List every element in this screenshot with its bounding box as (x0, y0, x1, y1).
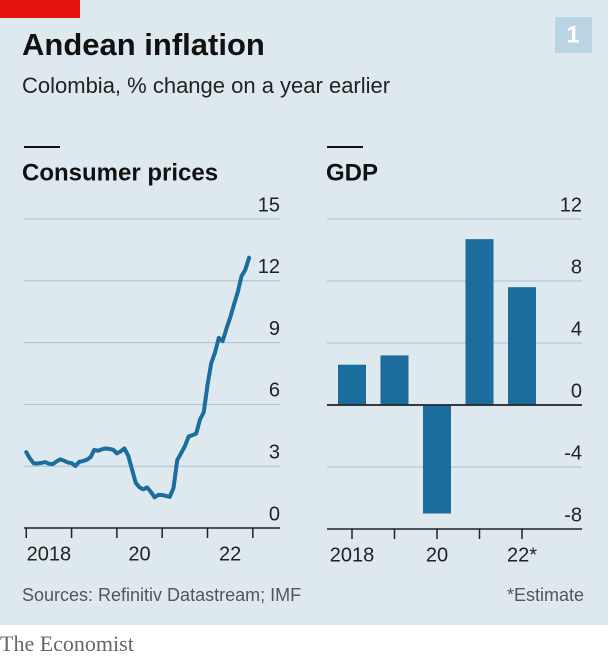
y-tick-label: -4 (564, 442, 582, 464)
bar (338, 364, 366, 405)
chart-title: Andean inflation (22, 27, 265, 62)
y-tick-label: 3 (269, 441, 280, 463)
y-tick-label: 8 (571, 256, 582, 278)
line (24, 255, 252, 500)
badge-box (555, 17, 592, 53)
x-tick-label: 20 (128, 543, 150, 565)
bar (423, 405, 451, 514)
brand: The Economist (0, 631, 134, 656)
red-tag (0, 0, 80, 18)
background (0, 0, 608, 625)
y-tick-label: -8 (564, 504, 582, 526)
source: Sources: Refinitiv Datastream; IMF (22, 585, 301, 605)
bar (508, 287, 536, 405)
y-tick-label: 9 (269, 318, 280, 340)
y-tick-label: 0 (269, 503, 280, 525)
panel-title: Consumer prices (22, 159, 218, 186)
x-tick-label: 2018 (27, 543, 72, 565)
x-tick-label: 22* (507, 544, 537, 566)
y-tick-label: 12 (560, 194, 582, 216)
badge: 1 (566, 21, 579, 48)
y-tick-label: 6 (269, 380, 280, 402)
y-tick-label: 12 (258, 256, 280, 278)
y-tick-label: 4 (571, 318, 582, 340)
y-tick-label: 15 (258, 194, 280, 216)
bar (380, 355, 409, 405)
subtitle: Colombia, % change on a year earlier (22, 73, 390, 98)
y-tick-label: 0 (571, 380, 582, 402)
x-tick-label: 22 (219, 543, 241, 565)
x-tick-label: 2018 (330, 544, 375, 566)
footnote: *Estimate (507, 585, 584, 605)
bar (465, 239, 494, 405)
x-tick-label: 20 (426, 544, 448, 566)
panel-title: GDP (326, 159, 378, 186)
